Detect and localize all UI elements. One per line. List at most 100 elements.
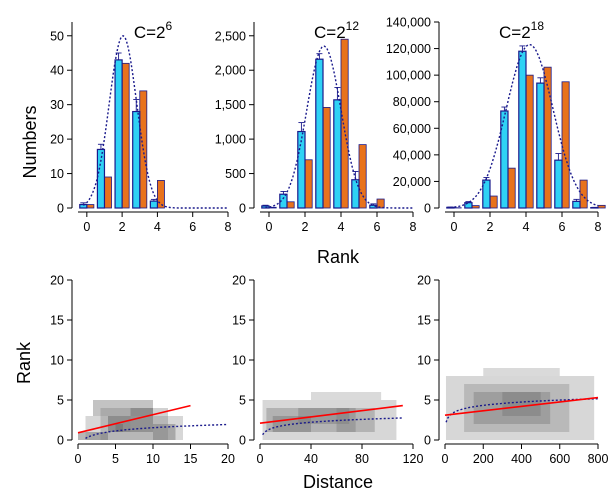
y-tick-label: 1,500 [215, 98, 246, 112]
bar-model [132, 110, 141, 209]
regression-line [259, 404, 403, 424]
bar-model [96, 148, 106, 209]
x-tick-label: 0 [257, 452, 264, 466]
bar-observed [471, 205, 480, 209]
chart-panel-6: 0 200 400 600 800 0 5 10 15 20 [417, 274, 608, 467]
y-tick-label: 80,000 [393, 95, 431, 109]
bar-observed [86, 204, 95, 209]
fit-curve [265, 45, 413, 209]
y-tick-label: 20,000 [393, 175, 431, 189]
y-tick-label: 5 [239, 394, 246, 408]
fit-curve [450, 43, 599, 209]
x-tick-label: 400 [511, 452, 532, 466]
x-tick-label: 200 [473, 452, 494, 466]
x-tick-label: 2 [487, 220, 494, 234]
fit-curve [262, 417, 403, 436]
bar-observed [121, 62, 130, 209]
y-tick-label: 0 [424, 202, 431, 216]
chart-panel-1: C=26 0 2 4 6 8 0 10 20 30 40 50 [50, 19, 231, 234]
bar-observed [104, 176, 112, 209]
bar-model [518, 50, 527, 209]
x-tick-label: 8 [595, 220, 602, 234]
x-tick-label: 6 [559, 220, 566, 234]
y-tick-label: 2,500 [215, 29, 246, 43]
regression-line [444, 396, 599, 416]
x-tick-label: 0 [83, 220, 90, 234]
y-tick-label: 0 [57, 202, 64, 216]
y-tick-label: 40 [50, 64, 64, 78]
y-tick-label: 100,000 [386, 69, 431, 83]
x-tick-label: 800 [588, 452, 609, 466]
bar-observed [489, 195, 498, 209]
bar-observed [507, 167, 516, 209]
x-tick-label: 0 [266, 220, 273, 234]
y-tick-label: 0 [239, 202, 246, 216]
y-tick-label: 10 [50, 354, 64, 368]
x-tick-label: 0 [75, 452, 82, 466]
bar-model [114, 59, 123, 209]
y-tick-label: 15 [232, 314, 246, 328]
fit-curve [85, 423, 228, 440]
x-tick-label: 15 [184, 452, 198, 466]
chart-panel-4: 0 5 10 15 20 0 5 10 15 20 [50, 274, 235, 467]
bar-observed [561, 81, 570, 209]
bar-model [536, 82, 545, 209]
bar-model [572, 200, 581, 209]
y-tick-label: 500 [225, 167, 246, 181]
bar-observed [376, 198, 385, 209]
bar-observed [340, 38, 349, 209]
x-tick-label: 4 [154, 220, 161, 234]
bar-observed [597, 204, 606, 209]
panel-title: C=212 [314, 19, 359, 42]
top-y-axis-title: Numbers [20, 105, 40, 178]
panel-title: C=26 [134, 19, 173, 42]
panel-title: C=218 [499, 19, 544, 42]
bar-observed [286, 201, 295, 209]
bar-model [554, 159, 563, 209]
x-tick-label: 0 [451, 220, 458, 234]
heat-cell [311, 392, 382, 400]
bar-observed [579, 179, 588, 209]
y-tick-label: 10 [50, 167, 64, 181]
bar-model [297, 130, 306, 209]
y-tick-label: 60,000 [393, 122, 431, 136]
x-tick-label: 4 [523, 220, 530, 234]
fit-curve [82, 35, 228, 209]
y-tick-label: 30 [50, 98, 64, 112]
regression-line [77, 404, 191, 434]
y-tick-label: 20 [417, 274, 431, 288]
chart-panel-5: 0 40 80 120 0 5 10 15 20 [232, 274, 423, 467]
heat-cell [115, 424, 123, 432]
y-tick-label: 20 [50, 133, 64, 147]
x-tick-label: 2 [119, 220, 126, 234]
y-tick-label: 5 [57, 394, 64, 408]
heat-cell [153, 424, 176, 440]
heat-cell [130, 408, 153, 432]
bar-model [482, 179, 491, 209]
x-tick-label: 600 [549, 452, 570, 466]
x-tick-label: 2 [302, 220, 309, 234]
bar-observed [304, 159, 313, 209]
x-tick-label: 20 [221, 452, 235, 466]
y-tick-label: 15 [417, 314, 431, 328]
bar-model [333, 99, 342, 209]
x-tick-label: 4 [338, 220, 345, 234]
x-tick-label: 6 [189, 220, 196, 234]
x-tick-label: 6 [374, 220, 381, 234]
x-tick-label: 120 [403, 452, 424, 466]
fit-curve [445, 398, 599, 423]
x-tick-label: 40 [304, 452, 318, 466]
y-tick-label: 20 [50, 274, 64, 288]
y-tick-label: 0 [239, 434, 246, 448]
y-tick-label: 1,000 [215, 133, 246, 147]
y-tick-label: 0 [424, 434, 431, 448]
bar-observed [358, 144, 367, 209]
x-tick-label: 8 [410, 220, 417, 234]
x-tick-label: 0 [442, 452, 449, 466]
x-tick-label: 10 [146, 452, 160, 466]
bar-model [315, 58, 324, 209]
bottom-y-axis-title: Rank [14, 341, 34, 384]
y-tick-label: 50 [50, 29, 64, 43]
